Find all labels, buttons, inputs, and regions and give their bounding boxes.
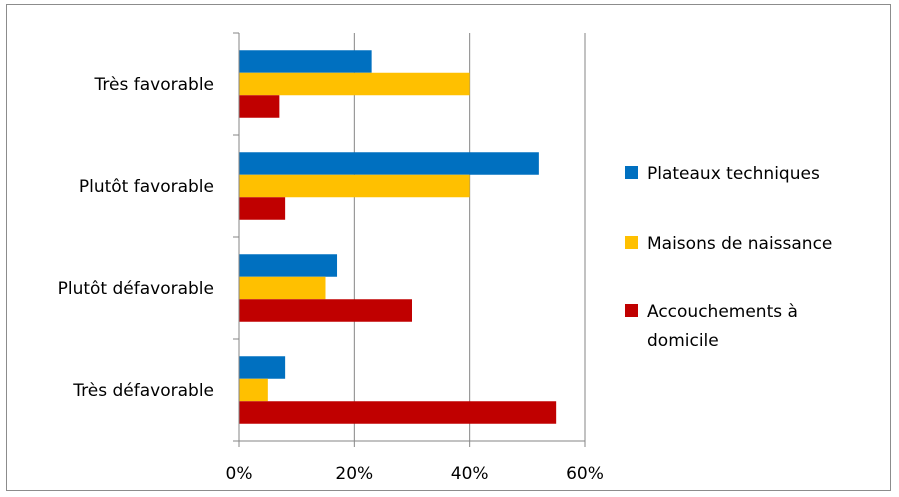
bar-2-4 (239, 378, 268, 402)
bar-1-2 (239, 152, 539, 175)
bar-2-1 (239, 72, 470, 96)
bar-1-4 (239, 356, 286, 379)
bar-1-1 (239, 50, 372, 73)
bar-1-3 (239, 254, 338, 277)
bar-3-2 (239, 197, 286, 220)
bar-chart: Très favorable Plutôt favorable Plutôt déf… (58, 32, 832, 484)
legend-swatch (625, 304, 638, 317)
legend-swatch (625, 166, 638, 179)
chart-frame: Très favorable Plutôt favorable Plutôt déf… (6, 4, 891, 491)
x-tick-label: 20% (335, 464, 373, 484)
x-tick-label: 60% (566, 464, 604, 484)
legend-swatch (625, 236, 638, 249)
category-label: Très favorable (94, 75, 214, 95)
bar-2-2 (239, 174, 470, 198)
category-label: Plutôt défavorable (58, 279, 214, 299)
bar-3-1 (239, 95, 280, 118)
bar-3-3 (239, 299, 412, 322)
category-label: Très défavorable (72, 381, 214, 401)
bar-3-4 (239, 401, 557, 424)
legend-label: Plateaux techniques (647, 164, 820, 184)
category-label: Plutôt favorable (79, 177, 214, 197)
bar-2-3 (239, 276, 326, 300)
legend-label: Accouchements à domicile (647, 302, 798, 351)
x-tick-label: 40% (451, 464, 489, 484)
legend-label: Maisons de naissance (647, 234, 832, 254)
x-tick-label: 0% (226, 464, 253, 484)
